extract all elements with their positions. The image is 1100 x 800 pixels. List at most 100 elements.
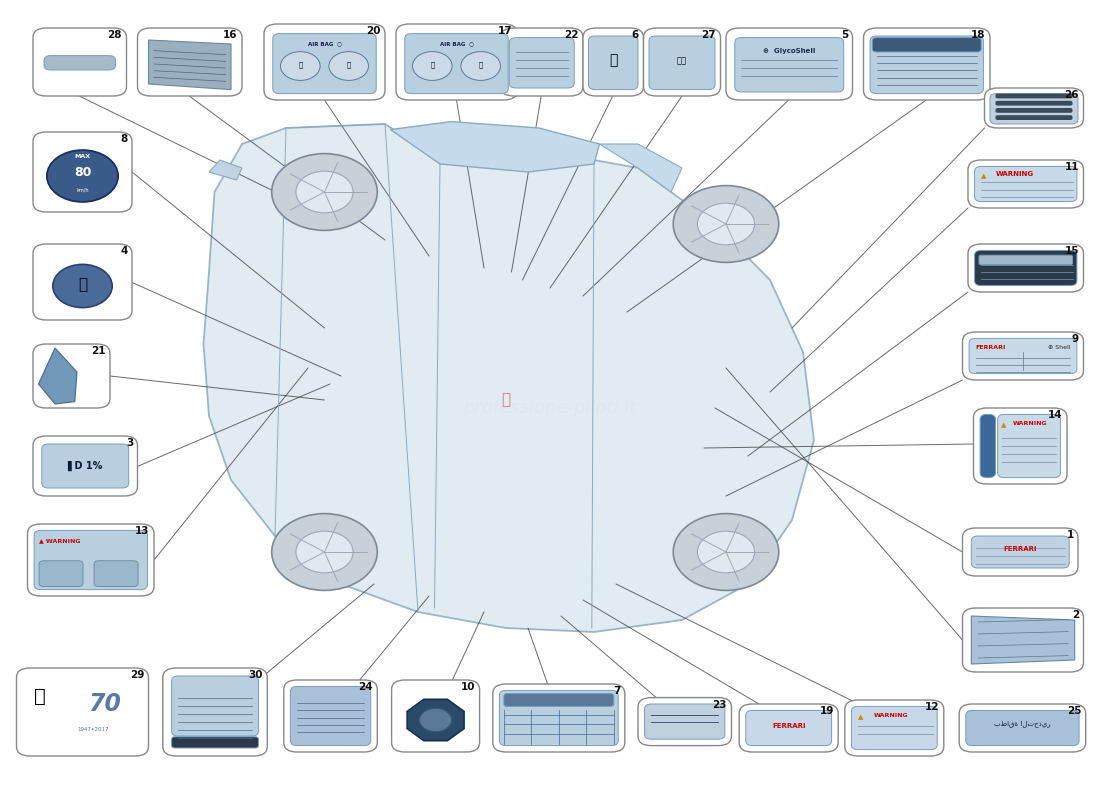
Circle shape	[53, 264, 112, 308]
Text: ⊕  GlycoShell: ⊕ GlycoShell	[763, 48, 815, 54]
Polygon shape	[39, 348, 77, 404]
Text: FERRARI: FERRARI	[772, 723, 805, 730]
FancyBboxPatch shape	[962, 528, 1078, 576]
FancyBboxPatch shape	[500, 28, 583, 96]
Polygon shape	[390, 122, 600, 172]
FancyBboxPatch shape	[864, 28, 990, 100]
FancyBboxPatch shape	[746, 710, 832, 746]
FancyBboxPatch shape	[962, 332, 1084, 380]
Text: 11: 11	[1065, 162, 1079, 172]
Circle shape	[697, 531, 755, 573]
FancyBboxPatch shape	[284, 680, 377, 752]
Text: 8: 8	[120, 134, 128, 144]
Circle shape	[461, 51, 500, 80]
Text: 15: 15	[1065, 246, 1079, 256]
FancyBboxPatch shape	[644, 28, 721, 96]
Circle shape	[412, 51, 452, 80]
Circle shape	[272, 154, 377, 230]
Text: 70: 70	[88, 692, 121, 716]
Circle shape	[47, 150, 118, 202]
Polygon shape	[204, 124, 814, 632]
Polygon shape	[971, 616, 1075, 664]
Text: 1: 1	[1066, 530, 1074, 541]
FancyBboxPatch shape	[996, 115, 1072, 120]
Text: FERRARI: FERRARI	[976, 345, 1007, 350]
Circle shape	[296, 531, 353, 573]
Text: 21: 21	[91, 346, 106, 357]
Text: 6: 6	[631, 30, 639, 40]
FancyBboxPatch shape	[34, 530, 147, 590]
Text: 4: 4	[120, 246, 128, 257]
Text: AIR BAG  ○: AIR BAG ○	[308, 42, 341, 46]
Text: 19: 19	[820, 706, 834, 717]
FancyBboxPatch shape	[172, 676, 258, 736]
Text: 25: 25	[1067, 706, 1081, 717]
FancyBboxPatch shape	[42, 444, 129, 488]
FancyBboxPatch shape	[959, 704, 1086, 752]
Text: 🧍: 🧍	[478, 61, 483, 68]
FancyBboxPatch shape	[969, 338, 1077, 374]
Text: 22: 22	[564, 30, 579, 40]
FancyBboxPatch shape	[33, 436, 138, 496]
Text: 7: 7	[613, 686, 620, 696]
FancyBboxPatch shape	[990, 94, 1078, 124]
Text: 24: 24	[359, 682, 373, 692]
Text: 17: 17	[498, 26, 513, 36]
Text: WARNING: WARNING	[873, 713, 908, 718]
Text: 28: 28	[108, 30, 122, 40]
Text: ▲ WARNING: ▲ WARNING	[39, 538, 80, 543]
FancyBboxPatch shape	[504, 694, 614, 706]
Text: WARNING: WARNING	[996, 171, 1034, 177]
FancyBboxPatch shape	[870, 36, 983, 94]
Text: 27: 27	[702, 30, 716, 40]
FancyBboxPatch shape	[996, 108, 1072, 113]
FancyBboxPatch shape	[264, 24, 385, 100]
FancyBboxPatch shape	[735, 38, 844, 92]
FancyBboxPatch shape	[979, 255, 1072, 265]
FancyBboxPatch shape	[33, 244, 132, 320]
Text: 10: 10	[461, 682, 475, 692]
FancyBboxPatch shape	[163, 668, 267, 756]
Text: 9: 9	[1072, 334, 1079, 344]
Circle shape	[280, 51, 320, 80]
FancyBboxPatch shape	[975, 166, 1077, 202]
Polygon shape	[600, 144, 682, 192]
FancyBboxPatch shape	[851, 706, 937, 750]
FancyBboxPatch shape	[638, 698, 732, 746]
FancyBboxPatch shape	[493, 684, 625, 752]
FancyBboxPatch shape	[996, 94, 1072, 98]
FancyBboxPatch shape	[95, 561, 139, 586]
Text: 3: 3	[125, 438, 133, 448]
Text: 30: 30	[249, 670, 263, 680]
Circle shape	[697, 203, 755, 245]
Text: 16: 16	[223, 30, 238, 40]
FancyBboxPatch shape	[405, 34, 508, 94]
FancyBboxPatch shape	[971, 536, 1069, 568]
FancyBboxPatch shape	[33, 132, 132, 212]
Text: 🧍: 🧍	[298, 61, 302, 68]
FancyBboxPatch shape	[290, 686, 371, 746]
Text: 2: 2	[1071, 610, 1079, 621]
FancyBboxPatch shape	[998, 414, 1060, 478]
FancyBboxPatch shape	[273, 34, 376, 94]
Text: 5: 5	[840, 30, 848, 40]
Circle shape	[419, 708, 452, 732]
Circle shape	[329, 51, 368, 80]
FancyBboxPatch shape	[968, 160, 1084, 208]
Text: ▲: ▲	[1001, 422, 1006, 429]
Text: 🐎: 🐎	[502, 393, 510, 407]
FancyBboxPatch shape	[649, 36, 715, 90]
FancyBboxPatch shape	[739, 704, 838, 752]
Text: 18: 18	[971, 30, 986, 40]
FancyBboxPatch shape	[645, 704, 725, 739]
Text: 🔧🐾: 🔧🐾	[676, 56, 688, 65]
FancyBboxPatch shape	[396, 24, 517, 100]
FancyBboxPatch shape	[499, 690, 618, 746]
FancyBboxPatch shape	[975, 250, 1077, 286]
FancyBboxPatch shape	[984, 88, 1084, 128]
Text: professione-piloti.it: professione-piloti.it	[463, 399, 637, 417]
Polygon shape	[407, 699, 464, 741]
Text: km/h: km/h	[76, 187, 89, 192]
FancyBboxPatch shape	[392, 680, 480, 752]
Text: 13: 13	[135, 526, 150, 537]
